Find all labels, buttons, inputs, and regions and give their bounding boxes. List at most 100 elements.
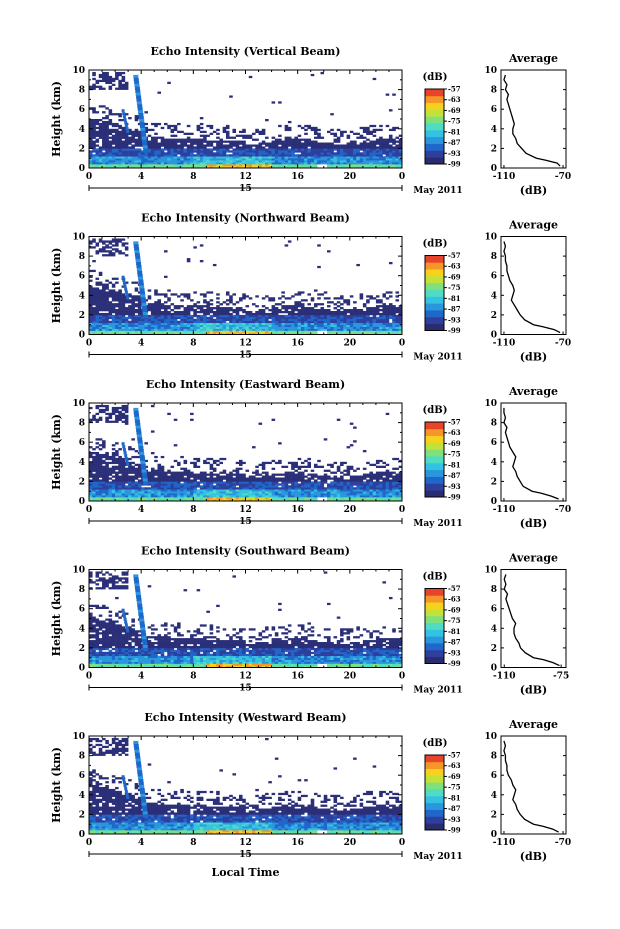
colorbar-unit: (dB) (423, 239, 448, 250)
colorbar-segment (425, 316, 444, 325)
colorbar-tick-label: -81 (448, 793, 461, 802)
colorbar-segment (425, 150, 444, 158)
colorbar-tick-label: -57 (448, 85, 461, 94)
colorbar-segment (425, 629, 444, 637)
y-tick-label: 8 (79, 585, 85, 595)
colorbar-tick-label: -99 (448, 160, 461, 169)
average-y-tick-label: 8 (491, 419, 497, 429)
colorbar-segment (425, 289, 444, 297)
average-profile-line (503, 574, 560, 667)
average-y-tick-label: 10 (484, 233, 497, 243)
average-y-tick-label: 6 (491, 438, 497, 448)
y-tick-label: 10 (72, 732, 85, 742)
colorbar-tick-label: -99 (448, 826, 461, 835)
y-tick-label: 4 (79, 291, 85, 301)
colorbar-tick-label: -63 (448, 95, 461, 104)
average-x-label: (dB) (520, 684, 547, 697)
colorbar-tick-label: -63 (448, 761, 461, 770)
average-x-tick-label: -75 (553, 672, 569, 682)
colorbar-segment (425, 469, 444, 477)
x-tick-label: 16 (291, 672, 304, 682)
average-frame (500, 69, 567, 169)
x-tick-label: 4 (138, 339, 144, 349)
y-tick-label: 2 (79, 810, 85, 820)
y-tick-label: 6 (79, 438, 85, 448)
y-axis-label: Height (km) (50, 81, 63, 157)
average-y-tick-label: 4 (491, 291, 497, 301)
colorbar-segment (425, 303, 444, 311)
average-frame (500, 735, 567, 835)
date-label: May 2011 (413, 186, 462, 196)
colorbar-tick-label: -75 (448, 783, 461, 792)
colorbar-tick-label: -75 (448, 450, 461, 459)
average-frame (500, 236, 567, 335)
y-tick-label: 6 (79, 605, 85, 615)
colorbar-segment (425, 649, 444, 658)
colorbar-segment (425, 823, 444, 831)
colorbar-segment (425, 768, 444, 776)
y-tick-label: 0 (79, 331, 85, 341)
colorbar-tick-label: -99 (448, 493, 461, 502)
average-x-tick-label: -70 (555, 505, 571, 515)
x-tick-label: 8 (190, 672, 196, 682)
colorbar-segment (425, 262, 444, 270)
colorbar-tick-label: -93 (448, 149, 461, 158)
average-title: Average (508, 385, 558, 398)
colorbar-segment (425, 816, 444, 824)
colorbar-tick-label: -99 (448, 659, 461, 668)
falling-echo-streak (121, 574, 149, 652)
panel-title: Echo Intensity (Southward Beam) (141, 545, 350, 558)
colorbar-segment (425, 296, 444, 304)
y-tick-label: 6 (79, 105, 85, 115)
average-frame (500, 402, 567, 502)
average-y-tick-label: 0 (491, 497, 497, 507)
colorbar-tick-label: -87 (448, 471, 461, 480)
colorbar-segment (425, 89, 444, 97)
colorbar-tick-label: -87 (448, 638, 461, 647)
x-tick-label: 8 (190, 505, 196, 515)
x-tick-label: 0 (399, 838, 405, 848)
y-tick-label: 4 (79, 125, 85, 135)
colorbar-segment (425, 490, 444, 498)
x-tick-label: 12 (239, 838, 252, 848)
x-tick-label: 20 (344, 838, 357, 848)
average-y-tick-label: 8 (491, 752, 497, 762)
colorbar-segment (425, 643, 444, 651)
average-y-tick-label: 4 (491, 791, 497, 801)
y-tick-label: 4 (79, 624, 85, 634)
x-tick-label: 16 (291, 172, 304, 182)
colorbar-tick-label: -63 (448, 428, 461, 437)
average-title: Average (508, 552, 558, 565)
y-tick-label: 6 (79, 272, 85, 282)
x-tick-label: 12 (239, 339, 252, 349)
colorbar-segment (425, 809, 444, 817)
colorbar-segment (425, 269, 444, 277)
average-y-tick-label: 0 (491, 830, 497, 840)
colorbar-segment (425, 761, 444, 770)
y-tick-label: 10 (72, 399, 85, 409)
average-y-tick-label: 2 (491, 477, 497, 487)
x-tick-label: 0 (399, 339, 405, 349)
colorbar-segment (425, 422, 444, 430)
average-x-label: (dB) (520, 184, 547, 197)
average-profile-line (503, 74, 561, 167)
colorbar-segment (425, 602, 444, 610)
average-profile-line (503, 407, 559, 500)
colorbar-segment (425, 608, 444, 617)
colorbar-segment (425, 310, 444, 318)
colorbar-frame (424, 588, 445, 664)
x-tick-label: 20 (344, 505, 357, 515)
colorbar-tick-label: -69 (448, 605, 461, 614)
y-tick-label: 8 (79, 752, 85, 762)
y-tick-label: 2 (79, 144, 85, 154)
colorbar-tick-label: -75 (448, 616, 461, 625)
colorbar-tick-label: -87 (448, 138, 461, 147)
average-y-tick-label: 4 (491, 624, 497, 634)
panel-5: Echo Intensity (Westward Beam) 0 2 4 6 8 10 0 4 8… (50, 711, 571, 879)
y-tick-label: 4 (79, 458, 85, 468)
average-x-tick-label: -70 (555, 172, 571, 182)
average-y-tick-label: 10 (484, 732, 497, 742)
x-axis-label: Local Time (212, 866, 280, 879)
colorbar-segment (425, 255, 444, 263)
colorbar-segment (425, 136, 444, 144)
